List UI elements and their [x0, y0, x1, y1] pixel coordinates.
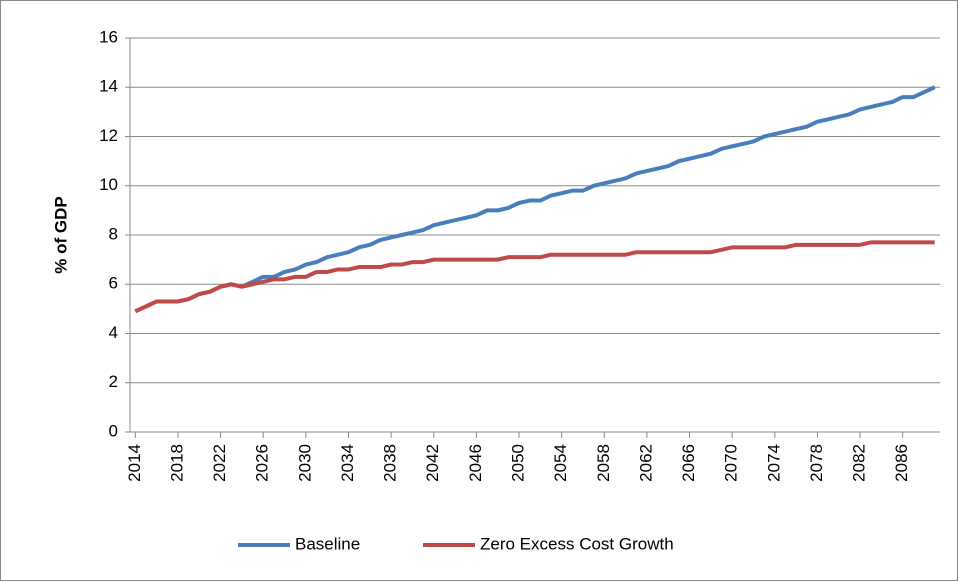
x-tick-label: 2046: [466, 444, 485, 482]
y-tick-label: 6: [109, 274, 118, 293]
x-tick-label: 2026: [253, 444, 272, 482]
x-tick-label: 2058: [594, 444, 613, 482]
y-axis-label: % of GDP: [51, 196, 70, 273]
x-tick-label: 2050: [508, 444, 527, 482]
x-tick-label: 2078: [807, 444, 826, 482]
x-tick-label: 2030: [295, 444, 314, 482]
y-tick-label: 16: [99, 27, 118, 46]
y-tick-label: 0: [109, 421, 118, 440]
line: [134, 240, 935, 314]
y-tick-label: 14: [99, 77, 118, 96]
x-tick-label: 2042: [423, 444, 442, 482]
y-tick-label: 4: [109, 323, 118, 342]
x-tick-label: 2074: [764, 444, 783, 482]
x-tick-label: 2062: [636, 444, 655, 482]
x-tick-label: 2066: [679, 444, 698, 482]
y-tick-label: 10: [99, 175, 118, 194]
x-tick-label: 2086: [892, 444, 911, 482]
line: [134, 85, 936, 314]
x-tick-label: 2082: [850, 444, 869, 482]
x-tick-label: 2018: [167, 444, 186, 482]
x-tick-label: 2038: [381, 444, 400, 482]
legend-label: Zero Excess Cost Growth: [480, 534, 674, 553]
y-tick-label: 8: [109, 224, 118, 243]
x-tick-label: 2034: [338, 444, 357, 482]
y-tick-label: 2: [109, 372, 118, 391]
legend-label: Baseline: [295, 534, 360, 553]
x-tick-label: 2054: [551, 444, 570, 482]
x-tick-label: 2014: [125, 444, 144, 482]
y-tick-label: 12: [99, 126, 118, 145]
x-tick-label: 2022: [210, 444, 229, 482]
x-tick-label: 2070: [722, 444, 741, 482]
